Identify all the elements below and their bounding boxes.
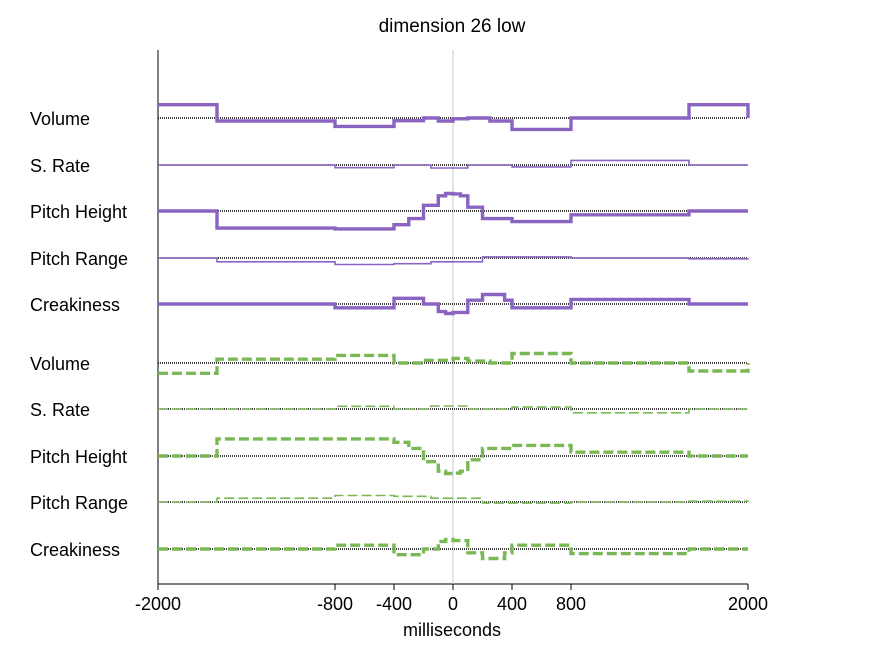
x-tick-label: 800 [556,594,586,614]
series-line [158,351,750,375]
x-tick-label: -400 [376,594,412,614]
row-label: Pitch Height [30,202,127,222]
series-group [158,103,750,561]
row-label: Volume [30,354,90,374]
row-label: Pitch Range [30,493,128,513]
series-line [158,437,748,476]
row-label: S. Rate [30,156,90,176]
series-line [158,159,748,169]
x-tick-label: -2000 [135,594,181,614]
baselines [158,117,748,550]
series-line [158,537,748,561]
row-label: S. Rate [30,400,90,420]
series-line [158,103,750,132]
series-line [158,191,748,231]
x-tick-label: 0 [448,594,458,614]
row-label: Pitch Range [30,249,128,269]
series-line [158,405,748,414]
x-axis-label: milliseconds [403,620,501,640]
x-tick-label: 2000 [728,594,768,614]
row-label: Volume [30,109,90,129]
row-labels: Volume S. Rate Pitch Height Pitch Range Crea… [30,109,128,560]
series-line [158,292,748,316]
plot-frame [157,50,748,585]
row-label: Creakiness [30,295,120,315]
row-label: Pitch Height [30,447,127,467]
x-axis: -2000 -800 -400 0 400 800 2000 [135,584,768,614]
row-label: Creakiness [30,540,120,560]
chart-title: dimension 26 low [379,16,526,37]
x-tick-label: 400 [497,594,527,614]
series-line [158,256,749,266]
series-line [158,494,749,504]
x-tick-label: -800 [317,594,353,614]
